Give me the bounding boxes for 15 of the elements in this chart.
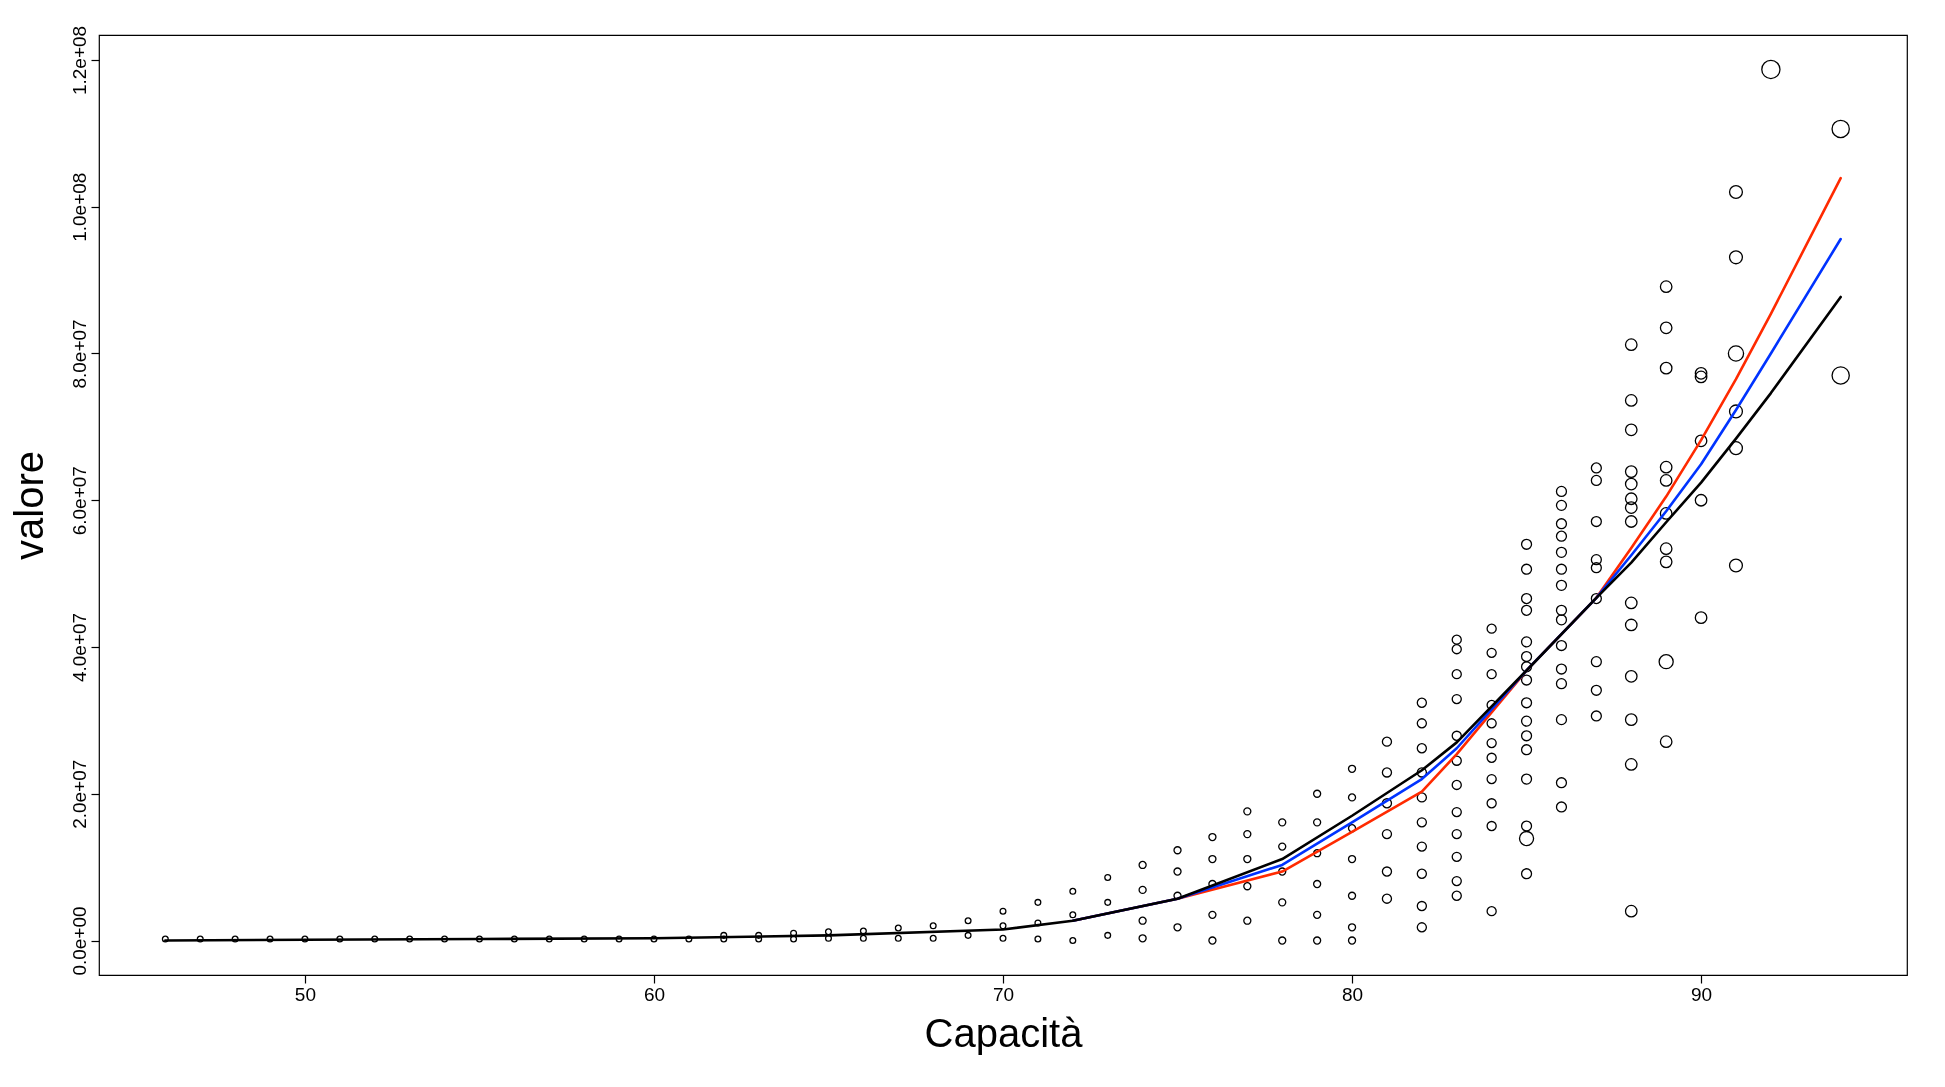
- y-tick-label: 8.0e+07: [68, 319, 90, 389]
- y-tick-label: 2.0e+07: [68, 759, 90, 829]
- x-tick-label: 50: [294, 983, 316, 1005]
- x-tick-label: 80: [1341, 983, 1364, 1005]
- y-tick-label: 4.0e+07: [68, 612, 90, 683]
- line-series: [164, 295, 1842, 942]
- x-tick-label: 70: [992, 983, 1015, 1005]
- x-tick-label: 90: [1691, 983, 1713, 1005]
- y-tick-label: 1.0e+08: [68, 172, 90, 242]
- x-tick-label: 60: [643, 983, 666, 1005]
- y-tick-label: 1.2e+08: [68, 25, 90, 96]
- y-axis-title: valore: [6, 451, 51, 560]
- y-tick-label: 0.0e+00: [68, 906, 90, 976]
- y-tick-label: 6.0e+07: [68, 466, 90, 536]
- x-axis-title: Capacità: [924, 1010, 1084, 1055]
